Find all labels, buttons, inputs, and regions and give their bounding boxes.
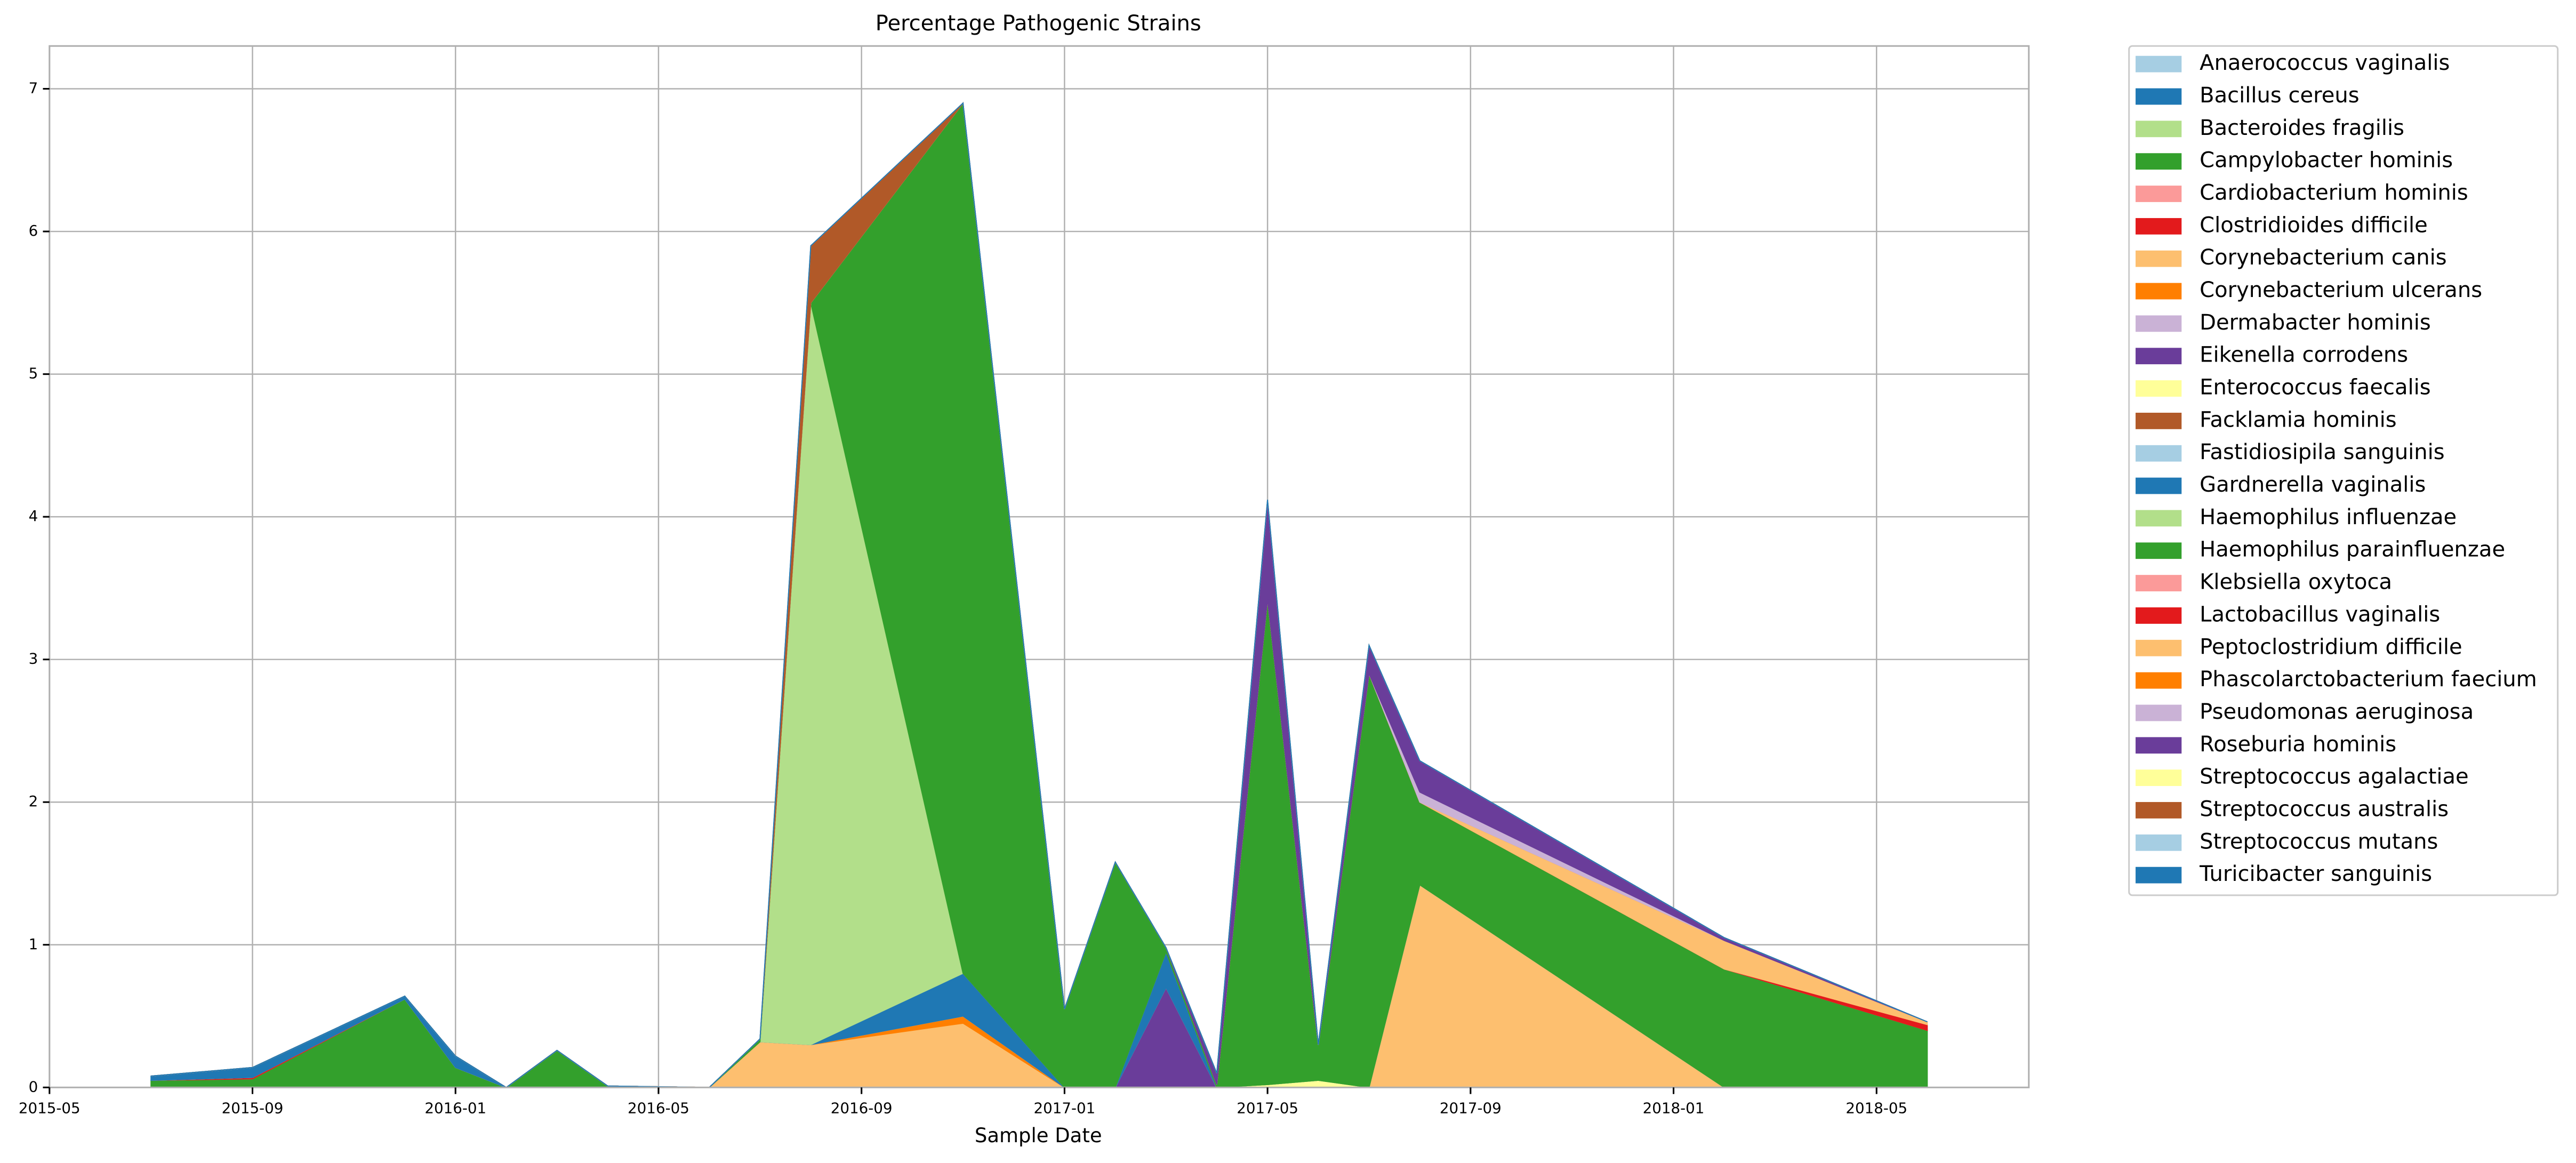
legend-swatch (2136, 510, 2182, 527)
legend-swatch (2136, 607, 2182, 624)
legend-swatch (2136, 412, 2182, 429)
legend-swatch (2136, 672, 2182, 689)
legend-label: Klebsiella oxytoca (2200, 570, 2392, 595)
legend-label: Turicibacter sanguinis (2199, 862, 2432, 886)
y-tick-label: 4 (29, 507, 38, 525)
legend-swatch (2136, 121, 2182, 138)
chart-title: Percentage Pathogenic Strains (876, 11, 1201, 36)
legend-swatch (2136, 445, 2182, 462)
legend-label: Facklamia hominis (2200, 407, 2396, 432)
legend-label: Anaerococcus vaginalis (2200, 51, 2450, 75)
y-tick-label: 5 (29, 365, 38, 382)
x-tick-label: 2018-01 (1643, 1099, 1705, 1117)
legend-label: Campylobacter hominis (2200, 148, 2453, 173)
legend-swatch (2136, 348, 2182, 365)
x-tick-label: 2017-01 (1033, 1099, 1095, 1117)
legend-swatch (2136, 218, 2182, 235)
legend-swatch (2136, 639, 2182, 656)
y-tick-label: 3 (29, 650, 38, 668)
legend-label: Clostridioides difficile (2200, 213, 2428, 237)
legend-label: Peptoclostridium difficile (2200, 635, 2462, 659)
legend-label: Dermabacter hominis (2200, 310, 2431, 335)
legend-label: Bacteroides fragilis (2200, 116, 2404, 140)
x-tick-label: 2015-09 (222, 1099, 284, 1117)
legend-swatch (2136, 802, 2182, 819)
legend-swatch (2136, 737, 2182, 754)
legend-label: Gardnerella vaginalis (2200, 472, 2426, 497)
y-tick-label: 1 (29, 935, 38, 953)
x-tick-label: 2016-01 (424, 1099, 486, 1117)
legend-label: Cardiobacterium hominis (2200, 181, 2468, 205)
legend-label: Haemophilus influenzae (2200, 505, 2457, 530)
legend-swatch (2136, 315, 2182, 332)
plot-frame (49, 45, 2030, 1088)
y-tick-label: 2 (29, 792, 38, 810)
x-tick-label: 2015-05 (19, 1099, 81, 1117)
x-tick-label: 2016-05 (628, 1099, 689, 1117)
legend-swatch (2136, 250, 2182, 267)
legend-swatch (2136, 867, 2182, 884)
legend-swatch (2136, 283, 2182, 300)
legend-label: Bacillus cereus (2200, 83, 2359, 108)
legend-label: Fastidiosipila sanguinis (2200, 440, 2444, 464)
legend-label: Eikenella corrodens (2200, 343, 2408, 367)
y-tick-label: 0 (29, 1078, 38, 1095)
legend-swatch (2136, 704, 2182, 721)
legend-label: Streptococcus agalactiae (2200, 765, 2469, 789)
legend-label: Streptococcus australis (2200, 797, 2449, 821)
legend-swatch (2136, 542, 2182, 559)
legend-swatch (2136, 380, 2182, 397)
legend-swatch (2136, 153, 2182, 170)
y-tick-label: 7 (29, 79, 38, 97)
legend-swatch (2136, 186, 2182, 202)
x-tick-label: 2017-05 (1237, 1099, 1298, 1117)
legend (2128, 45, 2559, 896)
x-tick-label: 2018-05 (1845, 1099, 1907, 1117)
legend-label: Streptococcus mutans (2200, 829, 2438, 854)
legend-label: Roseburia hominis (2200, 732, 2396, 757)
legend-label: Enterococcus faecalis (2200, 375, 2430, 400)
legend-label: Haemophilus parainfluenzae (2200, 538, 2505, 562)
y-tick-label: 6 (29, 222, 38, 239)
legend-swatch (2136, 88, 2182, 105)
x-tick-label: 2017-09 (1440, 1099, 1502, 1117)
x-tick-label: 2016-09 (831, 1099, 893, 1117)
legend-swatch (2136, 834, 2182, 851)
legend-swatch (2136, 575, 2182, 591)
legend-swatch (2136, 769, 2182, 787)
legend-label: Pseudomonas aeruginosa (2200, 700, 2474, 724)
legend-label: Corynebacterium ulcerans (2200, 278, 2482, 302)
legend-swatch (2136, 477, 2182, 494)
legend-label: Lactobacillus vaginalis (2200, 602, 2440, 627)
x-axis-label: Sample Date (975, 1124, 1102, 1147)
legend-swatch (2136, 55, 2182, 73)
legend-label: Phascolarctobacterium faecium (2200, 667, 2537, 692)
legend-label: Corynebacterium canis (2200, 245, 2446, 270)
